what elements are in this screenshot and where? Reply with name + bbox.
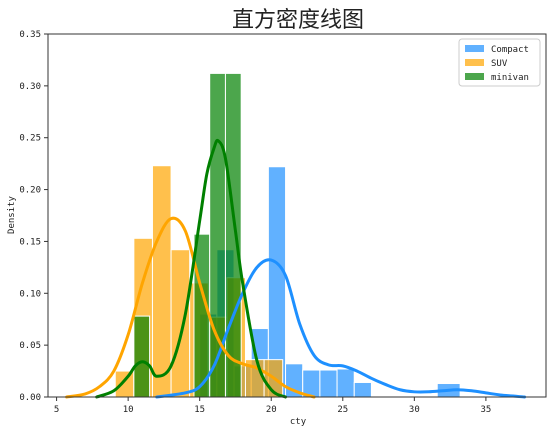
legend-swatch	[465, 45, 484, 52]
x-tick-label: 10	[123, 405, 134, 415]
y-tick-label: 0.00	[19, 393, 41, 403]
x-axis-label: cty	[290, 417, 307, 427]
y-tick-label: 0.15	[19, 237, 41, 247]
legend-label: Compact	[491, 45, 529, 55]
y-tick-label: 0.10	[19, 289, 41, 299]
legend: Compact SUV minivan	[458, 38, 541, 87]
legend-item-SUV: SUV	[465, 59, 508, 69]
x-axis: 5 10 15 20 25 30 35	[54, 397, 491, 415]
y-axis: 0.00 0.05 0.10 0.15 0.20 0.25 0.30 0.35	[19, 30, 48, 403]
x-tick-label: 35	[480, 405, 491, 415]
legend-item-minivan: minivan	[465, 73, 529, 83]
y-tick-label: 0.35	[19, 30, 41, 40]
bar-Compact-8	[336, 368, 355, 398]
y-tick-label: 0.25	[19, 134, 41, 144]
bar-minivan-3	[224, 72, 242, 398]
y-tick-label: 0.30	[19, 82, 41, 92]
chart-title: 直方密度线图	[232, 8, 364, 33]
y-tick-label: 0.05	[19, 341, 41, 351]
bar-Compact-6	[302, 369, 321, 398]
bar-minivan-0	[133, 315, 151, 398]
bar-Compact-7	[319, 369, 338, 398]
legend-swatch	[465, 59, 484, 66]
plot-frame	[47, 33, 547, 398]
bar-minivan-1	[193, 233, 211, 398]
legend-label: minivan	[491, 73, 529, 83]
legend-swatch	[465, 73, 484, 80]
legend-item-Compact: Compact	[465, 45, 529, 55]
bar-SUV-3	[170, 249, 191, 398]
x-tick-label: 30	[409, 405, 420, 415]
x-tick-label: 15	[194, 405, 205, 415]
kde-line-SUV	[65, 216, 316, 399]
x-tick-label: 25	[337, 405, 348, 415]
legend-label: SUV	[491, 59, 508, 69]
x-tick-label: 20	[266, 405, 277, 415]
y-axis-label: Density	[7, 195, 17, 234]
kde-line-minivan	[95, 138, 288, 399]
kde-line-Compact	[155, 258, 527, 399]
bar-Compact-9	[353, 381, 372, 398]
y-tick-label: 0.20	[19, 186, 41, 196]
bar-SUV-2	[151, 165, 172, 398]
x-tick-label: 5	[54, 405, 59, 415]
plot-area	[65, 72, 527, 399]
bar-SUV-0	[114, 370, 135, 398]
series-minivan-bars	[133, 72, 242, 398]
